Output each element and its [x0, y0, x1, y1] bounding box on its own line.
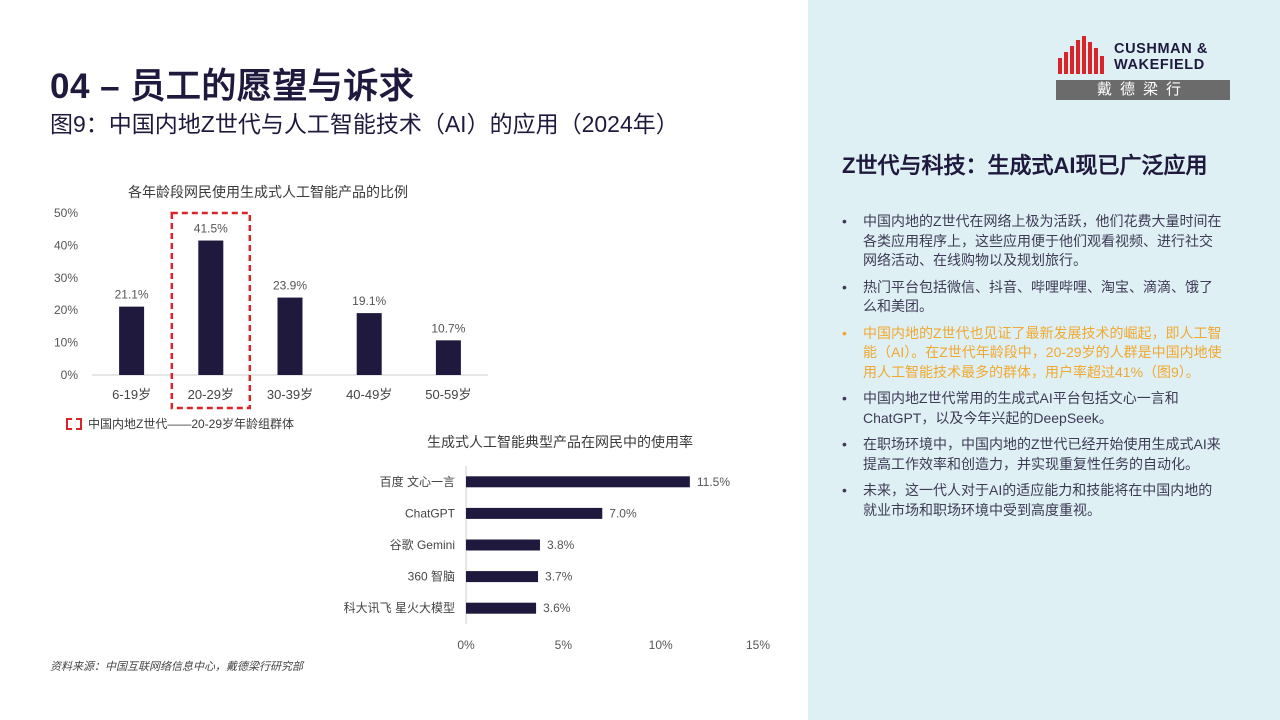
age-bar-chart: 0% 10% 20% 30% 40% 50% 21.1% 6-19岁 41.5% 20-29岁 23…	[54, 206, 488, 410]
bullet-item: 未来，这一代人对于AI的适应能力和技能将在中国内地的就业市场和职场环境中受到高度…	[842, 481, 1222, 520]
x-tick-label: 5%	[555, 638, 573, 652]
x-tick-label: 20-29岁	[188, 387, 234, 402]
data-label: 3.6%	[543, 601, 571, 615]
category-label: 百度 文心一言	[380, 474, 455, 489]
x-tick-label: 50-59岁	[425, 387, 471, 402]
section-title: 04 – 员工的愿望与诉求	[50, 67, 415, 106]
category-label: ChatGPT	[405, 506, 456, 520]
y-tick-label: 40%	[54, 238, 78, 252]
y-tick-label: 50%	[54, 206, 78, 220]
figure-title: 图9：中国内地Z世代与人工智能技术（AI）的应用（2024年）	[50, 111, 679, 137]
category-label: 科大讯飞 星火大模型	[344, 601, 455, 615]
bullet-item: 热门平台包括微信、抖音、哔哩哔哩、淘宝、滴滴、饿了么和美团。	[842, 278, 1222, 317]
left-content: 04 – 员工的愿望与诉求 图9：中国内地Z世代与人工智能技术（AI）的应用（2…	[50, 67, 771, 673]
x-tick-label: 40-49岁	[346, 387, 392, 402]
source-note: 资料来源：中国互联网络信息中心，戴德梁行研究部	[50, 661, 303, 673]
x-tick-label: 6-19岁	[112, 387, 151, 402]
bullet-item-highlighted: 中国内地的Z世代也见证了最新发展技术的崛起，即人工智能（AI）。在Z世代年龄段中…	[842, 324, 1222, 383]
data-label: 7.0%	[609, 506, 637, 520]
bar	[466, 571, 539, 583]
logo-name-line1: CUSHMAN &	[1114, 41, 1209, 57]
data-label: 21.1%	[115, 288, 149, 302]
x-tick-label: 30-39岁	[267, 387, 313, 402]
bullet-item: 中国内地Z世代常用的生成式AI平台包括文心一言和ChatGPT，以及今年兴起的D…	[842, 389, 1222, 428]
bar	[356, 313, 382, 375]
data-label: 19.1%	[352, 294, 386, 308]
bullet-item: 中国内地的Z世代在网络上极为活跃，他们花费大量时间在各类应用程序上，这些应用便于…	[842, 212, 1222, 271]
product-chart-title: 生成式人工智能典型产品在网民中的使用率	[427, 434, 693, 450]
data-label: 10.7%	[431, 321, 465, 335]
product-bar-chart: 0% 5% 10% 15% 百度 文心一言 11.5% ChatGPT 7.0% 谷歌 Gemi…	[344, 466, 770, 652]
panel-bullet-list: 中国内地的Z世代在网络上极为活跃，他们花费大量时间在各类应用程序上，这些应用便于…	[842, 212, 1222, 527]
bar	[466, 507, 603, 519]
data-label: 23.9%	[273, 279, 307, 293]
y-tick-label: 10%	[54, 336, 78, 350]
logo-wordmark: CUSHMAN & WAKEFIELD	[1114, 41, 1208, 73]
data-label: 3.7%	[545, 570, 573, 584]
bar	[466, 539, 540, 551]
data-label: 3.8%	[547, 538, 575, 552]
logo-name-line2: WAKEFIELD	[1114, 57, 1205, 73]
bar	[466, 476, 690, 488]
legend-label: 中国内地Z世代——20-29岁年龄组群体	[88, 417, 295, 431]
data-label: 41.5%	[194, 222, 228, 236]
highlight-dashed-box	[170, 211, 252, 410]
x-tick-label: 0%	[457, 638, 475, 652]
bar	[119, 306, 145, 375]
bar	[466, 602, 537, 614]
logo-chinese-name: 戴德梁行	[1056, 80, 1230, 100]
building-logo-icon	[1058, 36, 1104, 74]
y-tick-label: 20%	[54, 303, 78, 317]
x-tick-label: 15%	[746, 638, 770, 652]
x-tick-label: 10%	[649, 638, 673, 652]
y-tick-label: 30%	[54, 271, 78, 285]
bullet-item: 在职场环境中，中国内地的Z世代已经开始使用生成式AI来提高工作效率和创造力，并实…	[842, 435, 1222, 474]
age-chart-legend: 中国内地Z世代——20-29岁年龄组群体	[66, 415, 294, 432]
bar	[277, 297, 303, 375]
category-label: 360 智脑	[408, 569, 455, 584]
bar	[198, 240, 224, 375]
category-label: 谷歌 Gemini	[390, 537, 455, 552]
panel-title: Z世代与科技：生成式AI现已广泛应用	[842, 153, 1208, 178]
y-tick-label: 0%	[61, 368, 79, 382]
company-logo: CUSHMAN & WAKEFIELD 戴德梁行	[1056, 36, 1232, 102]
bar	[435, 340, 461, 375]
age-chart-title: 各年龄段网民使用生成式人工智能产品的比例	[128, 184, 408, 200]
data-label: 11.5%	[697, 475, 730, 489]
legend-dashed-box-icon	[66, 417, 82, 430]
